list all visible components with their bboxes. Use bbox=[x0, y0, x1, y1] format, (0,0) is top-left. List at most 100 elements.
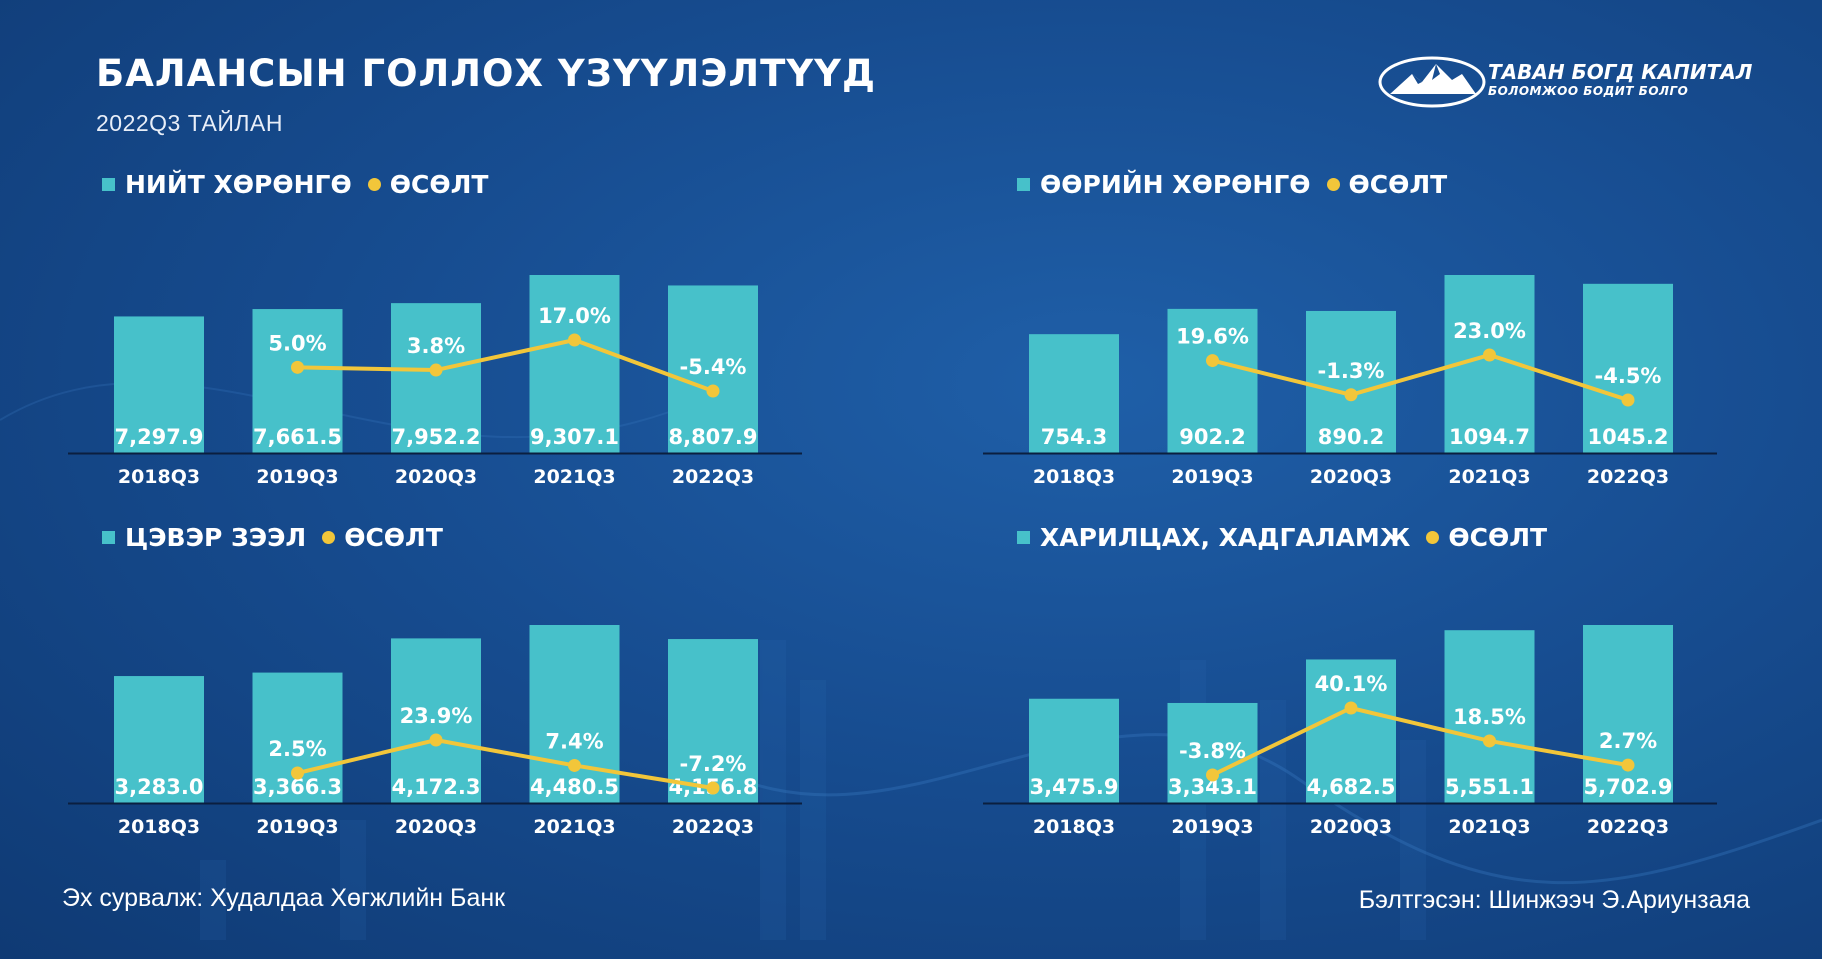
bar-value-label: 902.2 bbox=[1179, 425, 1245, 449]
x-tick-label: 2022Q3 bbox=[672, 816, 754, 838]
growth-label: -7.2% bbox=[680, 752, 747, 776]
bar-value-label: 3,475.9 bbox=[1029, 775, 1118, 799]
legend-bar-label: НИЙТ ХӨРӨНГӨ bbox=[125, 170, 352, 199]
growth-label: 5.0% bbox=[268, 331, 326, 355]
growth-point-2022Q3 bbox=[706, 384, 720, 398]
bar-value-label: 1094.7 bbox=[1449, 425, 1530, 449]
legend-bar-label: ЦЭВЭР ЗЭЭЛ bbox=[125, 523, 307, 552]
bar-value-label: 4,172.3 bbox=[391, 775, 480, 799]
growth-point-2022Q3 bbox=[1621, 393, 1635, 407]
legend-deposits: ХАРИЛЦАХ, ХАДГАЛАМЖ ӨСӨЛТ bbox=[1017, 523, 1547, 552]
legend-bar-swatch bbox=[102, 178, 115, 191]
growth-point-2022Q3 bbox=[706, 781, 720, 795]
legend-line-swatch bbox=[1326, 178, 1340, 191]
growth-point-2022Q3 bbox=[1621, 758, 1635, 772]
bar-2021Q3 bbox=[529, 275, 620, 453]
chart-deposits: 3,475.9 3,343.1 4,682.5 5,551.1 5,702.92018Q… bbox=[983, 625, 1717, 838]
legend-bar-swatch bbox=[1017, 531, 1030, 544]
author-note: Бэлтгэсэн: Шинжээч Э.Ариунзаяа bbox=[1358, 886, 1750, 914]
x-tick-label: 2020Q3 bbox=[1310, 816, 1392, 838]
bar-value-label: 754.3 bbox=[1041, 425, 1107, 449]
legend-bar-label: ӨӨРИЙН ХӨРӨНГӨ bbox=[1040, 170, 1311, 199]
legend-line-label: ӨСӨЛТ bbox=[1448, 523, 1548, 552]
growth-label: 17.0% bbox=[538, 304, 611, 328]
source-note: Эх сурвалж: Худалдаа Хөгжлийн Банк bbox=[62, 884, 506, 912]
bar-2018Q3 bbox=[114, 316, 204, 453]
bar-2021Q3 bbox=[529, 625, 620, 803]
growth-label: 2.5% bbox=[268, 737, 326, 761]
legend-bar-swatch bbox=[102, 531, 115, 544]
growth-label: 40.1% bbox=[1315, 672, 1388, 696]
legend-total-assets: НИЙТ ХӨРӨНГӨ ӨСӨЛТ bbox=[102, 170, 488, 199]
x-tick-label: 2019Q3 bbox=[256, 816, 338, 838]
bar-value-label: 1045.2 bbox=[1587, 425, 1668, 449]
growth-point-2020Q3 bbox=[1344, 388, 1358, 402]
logo-name: ТАВАН БОГД КАПИТАЛ bbox=[1488, 60, 1753, 84]
growth-label: 23.9% bbox=[400, 704, 473, 728]
growth-label: 23.0% bbox=[1453, 319, 1526, 343]
growth-line bbox=[297, 337, 714, 393]
legend-bar-swatch bbox=[1017, 178, 1030, 191]
bar-value-label: 5,551.1 bbox=[1445, 775, 1534, 799]
bar-value-label: 8,807.9 bbox=[668, 425, 757, 449]
legend-line-swatch bbox=[367, 178, 381, 191]
x-tick-label: 2019Q3 bbox=[256, 466, 338, 488]
growth-point-2019Q3 bbox=[291, 766, 304, 780]
growth-label: 7.4% bbox=[545, 729, 603, 753]
bar-2022Q3 bbox=[668, 639, 758, 803]
bar-2022Q3 bbox=[668, 285, 758, 453]
x-tick-label: 2021Q3 bbox=[533, 466, 615, 488]
x-tick-label: 2018Q3 bbox=[118, 816, 200, 838]
bar-2022Q3 bbox=[1583, 625, 1673, 803]
legend-equity: ӨӨРИЙН ХӨРӨНГӨ ӨСӨЛТ bbox=[1017, 170, 1447, 199]
legend-line-label: ӨСӨЛТ bbox=[344, 523, 443, 552]
growth-point-2020Q3 bbox=[1344, 701, 1358, 715]
bar-value-label: 7,297.9 bbox=[114, 425, 203, 449]
growth-point-2020Q3 bbox=[429, 363, 443, 377]
x-tick-label: 2021Q3 bbox=[1448, 466, 1530, 488]
bar-value-label: 7,661.5 bbox=[253, 425, 342, 449]
growth-point-2020Q3 bbox=[429, 733, 443, 747]
growth-point-2021Q3 bbox=[1483, 348, 1496, 362]
bar-value-label: 890.2 bbox=[1318, 425, 1384, 449]
legend-line-label: ӨСӨЛТ bbox=[1348, 170, 1448, 199]
bar-2020Q3 bbox=[1306, 310, 1396, 453]
x-tick-label: 2020Q3 bbox=[395, 466, 477, 488]
chart-net-loans: 3,283.03,366.34,172.34,480.54,156.82018Q… bbox=[68, 625, 802, 838]
bar-2020Q3 bbox=[1306, 659, 1396, 803]
growth-label: -5.4% bbox=[680, 355, 747, 379]
growth-label: -4.5% bbox=[1595, 364, 1662, 388]
legend-net-loans: ЦЭВЭР ЗЭЭЛ ӨСӨЛТ bbox=[102, 523, 443, 552]
growth-point-2021Q3 bbox=[568, 758, 581, 772]
bar-value-label: 4,480.5 bbox=[530, 775, 619, 799]
x-tick-label: 2022Q3 bbox=[672, 466, 754, 488]
x-tick-label: 2022Q3 bbox=[1587, 816, 1669, 838]
growth-point-2021Q3 bbox=[568, 333, 581, 347]
bar-value-label: 9,307.1 bbox=[530, 425, 619, 449]
x-tick-label: 2018Q3 bbox=[1033, 816, 1115, 838]
bar-2019Q3 bbox=[252, 309, 343, 453]
bar-2018Q3 bbox=[114, 676, 204, 803]
growth-label: 2.7% bbox=[1599, 729, 1657, 753]
growth-point-2021Q3 bbox=[1483, 734, 1496, 748]
bar-2019Q3 bbox=[1167, 308, 1258, 453]
x-tick-label: 2020Q3 bbox=[1310, 466, 1392, 488]
x-tick-label: 2019Q3 bbox=[1171, 816, 1253, 838]
bar-value-label: 7,952.2 bbox=[391, 425, 480, 449]
bar-2021Q3 bbox=[1444, 630, 1535, 803]
growth-point-2019Q3 bbox=[1206, 768, 1219, 782]
growth-label: 18.5% bbox=[1453, 705, 1526, 729]
growth-point-2019Q3 bbox=[291, 360, 304, 374]
x-tick-label: 2018Q3 bbox=[118, 466, 200, 488]
page-subtitle: 2022Q3 ТАЙЛАН bbox=[96, 110, 283, 136]
growth-label: -1.3% bbox=[1318, 359, 1385, 383]
growth-label: 19.6% bbox=[1176, 325, 1249, 349]
chart-equity: 754.3 902.2 890.2 1094.7 1045.2 2018Q3 2019Q3 2… bbox=[983, 275, 1717, 488]
x-tick-label: 2021Q3 bbox=[1448, 816, 1530, 838]
growth-label: 3.8% bbox=[407, 334, 465, 358]
bar-2019Q3 bbox=[1167, 702, 1258, 803]
logo-tagline: БОЛОМЖОО БОДИТ БОЛГО bbox=[1488, 84, 1689, 98]
growth-line bbox=[297, 737, 714, 790]
bar-2019Q3 bbox=[252, 672, 343, 803]
